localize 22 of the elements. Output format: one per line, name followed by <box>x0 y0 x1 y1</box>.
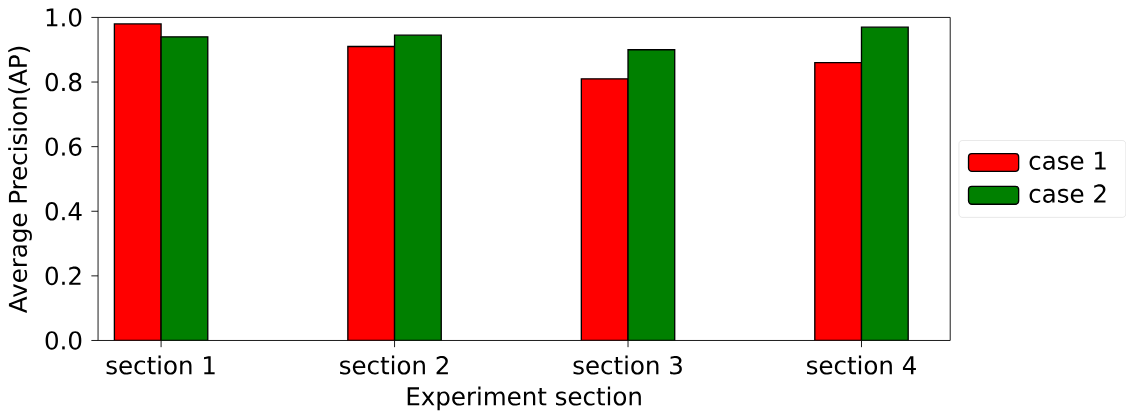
bar <box>627 49 676 341</box>
bar <box>393 34 442 341</box>
legend-label: case 1 <box>1029 151 1106 171</box>
y-tick-label: 0.6 <box>45 137 82 157</box>
x-tick-label: section 3 <box>573 355 682 375</box>
bar <box>113 23 162 341</box>
y-tick-label: 0.0 <box>45 331 82 350</box>
bar <box>160 36 209 341</box>
y-tick-label: 0.2 <box>45 266 81 286</box>
bar <box>347 46 396 341</box>
y-tick-label: 1.0 <box>46 8 82 27</box>
x-tick-label: section 4 <box>807 355 916 375</box>
bar <box>814 62 863 341</box>
y-tick-label: 0.4 <box>45 202 82 221</box>
y-axis-title: Average Precision(AP) <box>8 47 32 314</box>
bar <box>860 26 909 341</box>
x-tick-label: section 2 <box>340 355 448 375</box>
bar <box>580 78 629 341</box>
legend-label: case 2 <box>1029 184 1106 204</box>
x-tick-label: section 1 <box>106 355 215 375</box>
y-tick-label: 0.8 <box>45 73 82 92</box>
x-axis-title: Experiment section <box>407 386 641 411</box>
